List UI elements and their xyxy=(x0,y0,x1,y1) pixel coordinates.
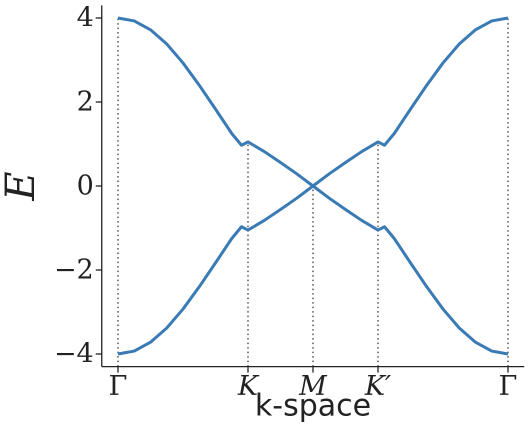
band-line xyxy=(117,184,509,356)
y-axis-label: E xyxy=(0,171,44,201)
x-tick-label: K′ xyxy=(364,371,391,402)
y-tick-label: 0 xyxy=(77,171,94,202)
band-line xyxy=(117,16,509,188)
y-tick-label: 2 xyxy=(77,87,94,118)
x-tick-label: K xyxy=(237,371,260,402)
y-tick-label: 4 xyxy=(77,3,94,34)
y-tick-label: −2 xyxy=(54,255,94,286)
x-axis-label: k-space xyxy=(255,389,371,424)
x-tick-label: Γ xyxy=(109,371,128,402)
x-tick-label: Γ xyxy=(499,371,518,402)
x-tick-label: M xyxy=(298,371,328,402)
y-tick-label: −4 xyxy=(54,339,94,370)
